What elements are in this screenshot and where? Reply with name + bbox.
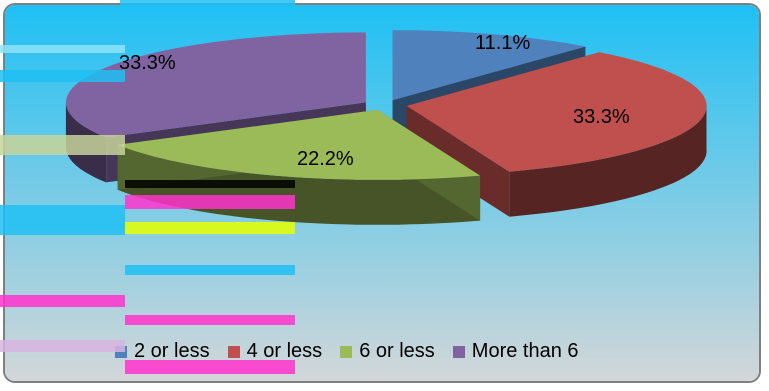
artifact-band bbox=[0, 340, 125, 352]
artifact-band bbox=[120, 0, 295, 14]
artifact-band bbox=[125, 195, 295, 209]
data-label-6-or-less: 22.2% bbox=[297, 148, 354, 171]
artifact-band bbox=[125, 222, 295, 234]
legend-item-6-or-less: 6 or less bbox=[340, 340, 435, 363]
artifact-band bbox=[125, 265, 295, 275]
legend-label-more-than-6: More than 6 bbox=[472, 340, 579, 363]
legend-swatch-6-or-less bbox=[340, 346, 352, 358]
legend-swatch-more-than-6 bbox=[453, 346, 465, 358]
artifact-band bbox=[125, 360, 295, 374]
artifact-band bbox=[125, 315, 295, 325]
artifact-band bbox=[0, 205, 125, 235]
artifact-band bbox=[125, 180, 295, 188]
legend-label-6-or-less: 6 or less bbox=[359, 340, 435, 363]
artifact-band bbox=[0, 295, 125, 307]
rendering-artifact-overlay bbox=[0, 0, 300, 391]
artifact-band bbox=[0, 70, 125, 82]
artifact-band bbox=[0, 135, 125, 155]
artifact-band bbox=[0, 45, 125, 53]
data-label-2-or-less: 11.1% bbox=[475, 32, 530, 55]
data-label-4-or-less: 33.3% bbox=[573, 106, 630, 129]
legend-item-more-than-6: More than 6 bbox=[453, 340, 579, 363]
